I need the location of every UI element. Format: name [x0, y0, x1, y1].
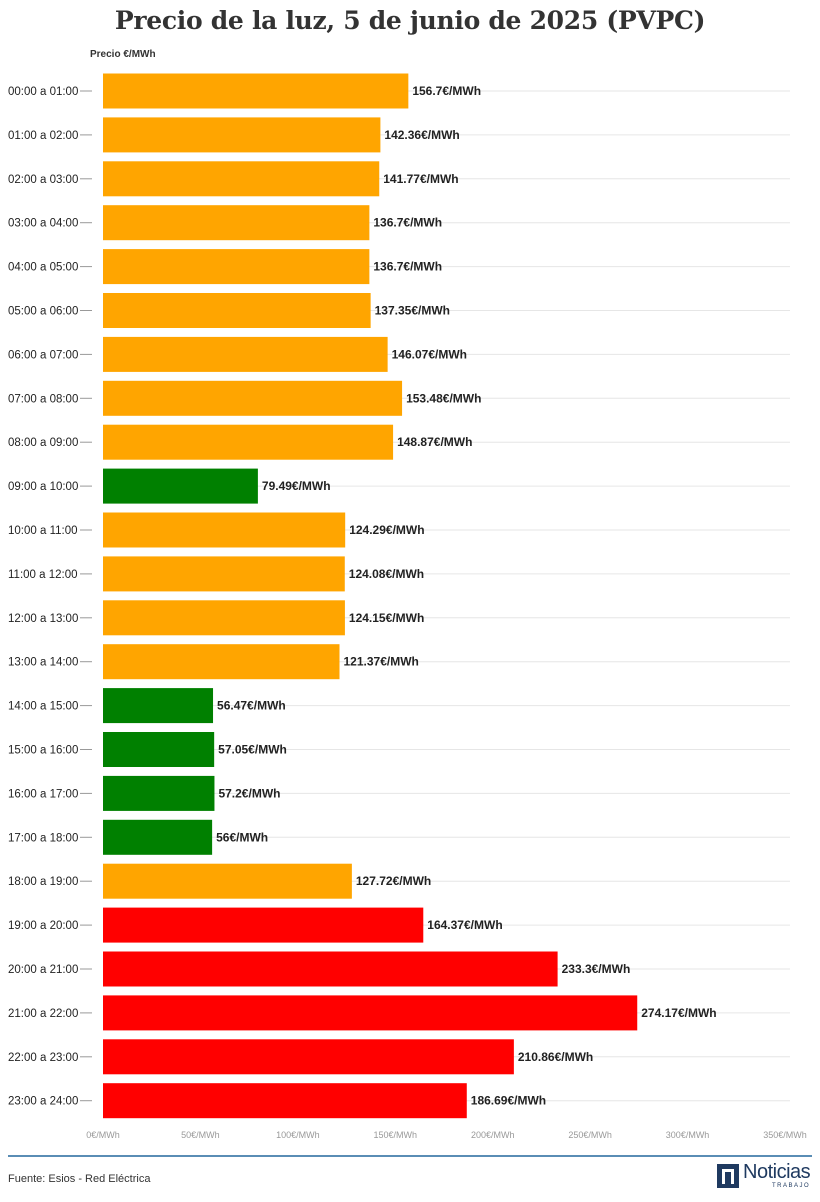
bar: [103, 556, 345, 592]
value-label: 56.47€/MWh: [217, 699, 286, 713]
bar: [103, 73, 409, 109]
bar: [103, 775, 215, 811]
category-label: 16:00 a 17:00: [8, 788, 78, 800]
x-tick-label: 100€/MWh: [276, 1130, 320, 1140]
category-label: 04:00 a 05:00: [8, 262, 78, 274]
value-label: 127.72€/MWh: [356, 874, 431, 888]
category-label: 13:00 a 14:00: [8, 657, 78, 669]
chart-title: Precio de la luz, 5 de junio de 2025 (PV…: [114, 6, 706, 35]
bar: [103, 1039, 514, 1075]
value-label: 156.7€/MWh: [412, 84, 481, 98]
category-label: 09:00 a 10:00: [8, 481, 78, 493]
category-label: 23:00 a 24:00: [8, 1096, 78, 1108]
bar: [103, 688, 214, 724]
value-label: 186.69€/MWh: [471, 1094, 546, 1108]
value-label: 274.17€/MWh: [641, 1006, 716, 1020]
x-tick-label: 250€/MWh: [568, 1130, 612, 1140]
x-tick-label: 0€/MWh: [86, 1130, 120, 1140]
bar: [103, 205, 370, 241]
value-label: 164.37€/MWh: [427, 918, 502, 932]
category-label: 17:00 a 18:00: [8, 832, 78, 844]
category-label: 05:00 a 06:00: [8, 306, 78, 318]
value-label: 233.3€/MWh: [562, 962, 631, 976]
value-label: 124.15€/MWh: [349, 611, 424, 625]
category-label: 22:00 a 23:00: [8, 1052, 78, 1064]
value-label: 124.29€/MWh: [349, 523, 424, 537]
bar: [103, 951, 558, 987]
bar-chart: Precio €/MWh 00:00 a 01:00 156.7€/MWh 01:00…: [8, 49, 807, 1140]
source-note: Fuente: Esios - Red Eléctrica: [8, 1173, 151, 1185]
y-axis-title: Precio €/MWh: [90, 49, 156, 60]
value-label: 142.36€/MWh: [384, 128, 459, 142]
category-label: 19:00 a 20:00: [8, 920, 78, 932]
category-label: 10:00 a 11:00: [8, 525, 78, 537]
bar: [103, 249, 370, 285]
category-label: 14:00 a 15:00: [8, 701, 78, 713]
bar: [103, 907, 424, 943]
bar: [103, 512, 346, 548]
category-label: 01:00 a 02:00: [8, 130, 78, 142]
value-label: 141.77€/MWh: [383, 172, 458, 186]
x-tick-label: 50€/MWh: [181, 1130, 220, 1140]
value-label: 153.48€/MWh: [406, 391, 481, 405]
logo-text: Noticias: [743, 1161, 811, 1183]
category-label: 00:00 a 01:00: [8, 86, 78, 98]
value-label: 124.08€/MWh: [349, 567, 424, 581]
value-label: 57.2€/MWh: [218, 786, 280, 800]
bar: [103, 600, 345, 636]
category-label: 20:00 a 21:00: [8, 964, 78, 976]
bar: [103, 336, 388, 372]
category-label: 15:00 a 16:00: [8, 745, 78, 757]
value-label: 79.49€/MWh: [262, 479, 331, 493]
bar: [103, 1083, 467, 1119]
bar: [103, 424, 394, 460]
category-label: 02:00 a 03:00: [8, 174, 78, 186]
x-tick-label: 300€/MWh: [666, 1130, 710, 1140]
category-label: 18:00 a 19:00: [8, 876, 78, 888]
value-label: 210.86€/MWh: [518, 1050, 593, 1064]
footer-divider: [8, 1155, 812, 1157]
bar: [103, 117, 381, 153]
category-label: 08:00 a 09:00: [8, 437, 78, 449]
value-label: 56€/MWh: [216, 830, 268, 844]
category-label: 11:00 a 12:00: [8, 569, 78, 581]
value-label: 136.7€/MWh: [373, 216, 442, 230]
value-label: 57.05€/MWh: [218, 743, 287, 757]
bar: [103, 863, 352, 899]
category-label: 21:00 a 22:00: [8, 1008, 78, 1020]
logo-mark-icon: [717, 1164, 739, 1188]
logo-subtext: TRABAJO: [772, 1183, 811, 1189]
bar: [103, 995, 638, 1031]
value-label: 137.35€/MWh: [375, 304, 450, 318]
bar: [103, 293, 371, 328]
category-label: 06:00 a 07:00: [8, 349, 78, 361]
category-label: 07:00 a 08:00: [8, 393, 78, 405]
bar: [103, 644, 340, 680]
bar: [103, 819, 213, 855]
noticias-trabajo-logo: Noticias TRABAJO: [717, 1161, 813, 1193]
x-tick-label: 200€/MWh: [471, 1130, 515, 1140]
bar: [103, 468, 258, 504]
bar: [103, 380, 403, 416]
x-tick-label: 350€/MWh: [763, 1130, 807, 1140]
value-label: 136.7€/MWh: [373, 260, 442, 274]
x-tick-label: 150€/MWh: [374, 1130, 418, 1140]
category-label: 03:00 a 04:00: [8, 218, 78, 230]
category-label: 12:00 a 13:00: [8, 613, 78, 625]
value-label: 146.07€/MWh: [392, 347, 467, 361]
value-label: 148.87€/MWh: [397, 435, 472, 449]
bar: [103, 161, 380, 197]
bar: [103, 732, 215, 767]
value-label: 121.37€/MWh: [343, 655, 418, 669]
